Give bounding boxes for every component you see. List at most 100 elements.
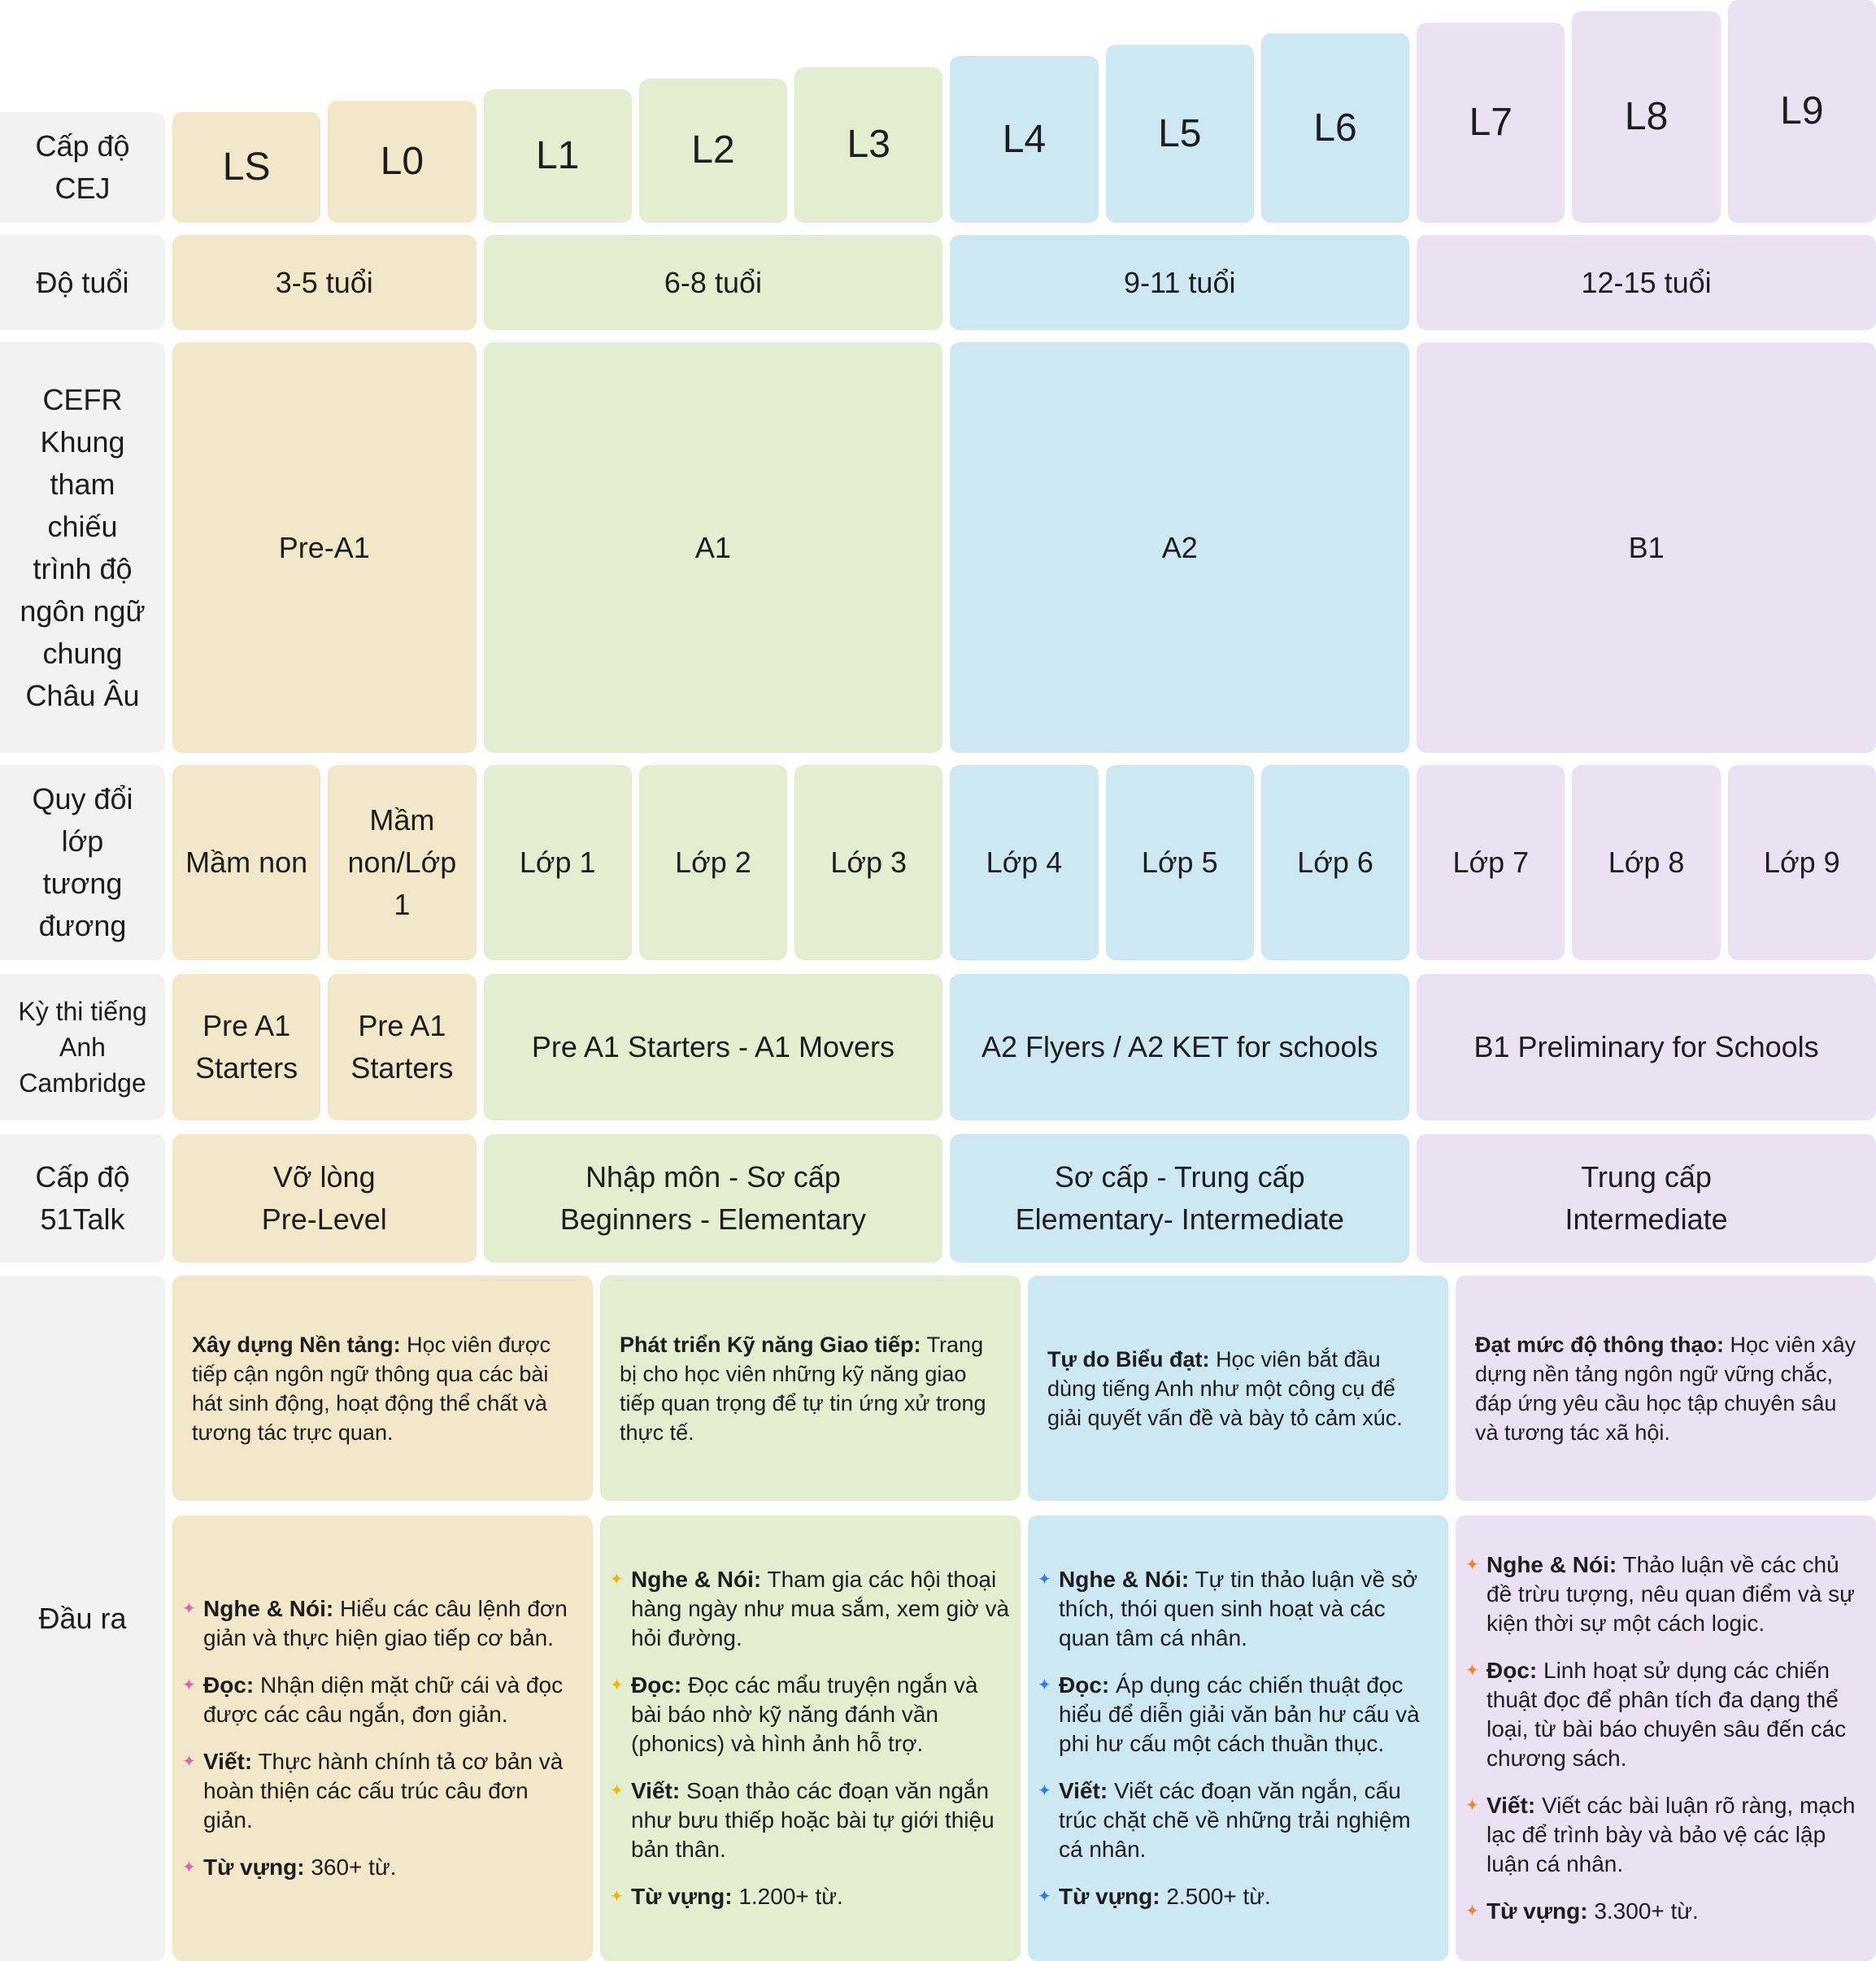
skill-name: Từ vựng: xyxy=(203,1854,305,1880)
skill-text: 2.500+ từ. xyxy=(1166,1884,1271,1909)
row-cell: B1 Preliminary for Schools xyxy=(1417,974,1876,1120)
skill-text: 360+ từ. xyxy=(311,1854,397,1880)
row-cefr: CEFR Khung tham chiếu trình độ ngôn ngữ … xyxy=(0,342,1876,753)
summary-body: Học viên xây dựng nền tảng ngôn ngữ vững… xyxy=(1475,1332,1856,1445)
skills-list: ✦ Nghe & Nói: Thảo luận về các chủ đề trừ… xyxy=(1462,1550,1866,1926)
summary-title: Tự do Biểu đạt: xyxy=(1047,1346,1210,1372)
row-cell: Mầm non/Lớp 1 xyxy=(328,765,477,960)
skill-name: Từ vựng: xyxy=(631,1884,733,1909)
skill-item: ✦ Từ vựng: 2.500+ từ. xyxy=(1034,1882,1439,1911)
sparkle-bullet-icon: ✦ xyxy=(1038,1571,1051,1589)
row-cell: Lớp 2 xyxy=(638,765,788,960)
sparkle-bullet-icon: ✦ xyxy=(1465,1797,1479,1815)
outcomes-row: Đầu ra Xây dựng Nền tảng: Học viên được t… xyxy=(0,1276,1876,1961)
row-talk: Cấp độ 51Talk Vỡ lòng Pre-Level Nhập môn -… xyxy=(0,1134,1876,1263)
summary-text: Tự do Biểu đạt: Học viên bắt đầu dùng ti… xyxy=(1047,1345,1429,1433)
skill-item: ✦ Nghe & Nói: Hiểu các câu lệnh đơn giản … xyxy=(179,1594,583,1653)
outcome-skills: ✦ Nghe & Nói: Hiểu các câu lệnh đơn giản … xyxy=(172,1515,593,1961)
skill-item: ✦ Đọc: Áp dụng các chiến thuật đọc hiểu đ… xyxy=(1034,1671,1439,1759)
skill-text: Tự tin thảo luận về sở thích, thói quen … xyxy=(1059,1567,1418,1650)
sparkle-bullet-icon: ✦ xyxy=(1465,1556,1479,1574)
row-cell: 3-5 tuổi xyxy=(172,235,477,330)
level-header-l2: L2 xyxy=(638,78,788,223)
skill-item: ✦ Từ vựng: 3.300+ từ. xyxy=(1462,1897,1866,1926)
level-header-l1: L1 xyxy=(483,89,632,223)
row-age: Độ tuổi 3-5 tuổi 6-8 tuổi 9-11 tuổi 12-15 tu… xyxy=(0,235,1876,330)
row-label: Cấp độ CEJ xyxy=(0,112,165,223)
skills-list: ✦ Nghe & Nói: Tự tin thảo luận về sở thíc… xyxy=(1034,1565,1439,1911)
row-cell: Lớp 8 xyxy=(1572,765,1721,960)
outcome-column-blue: Tự do Biểu đạt: Học viên bắt đầu dùng ti… xyxy=(1028,1276,1448,1961)
skill-name: Viết: xyxy=(203,1749,253,1774)
summary-text: Phát triển Kỹ năng Giao tiếp: Trang bị c… xyxy=(620,1330,1001,1447)
level-header-l4: L4 xyxy=(950,56,1099,223)
sparkle-bullet-icon: ✦ xyxy=(1038,1888,1051,1906)
row-cell: Lớp 1 xyxy=(483,765,632,960)
level-header-l0: L0 xyxy=(328,101,477,223)
summary-text: Xây dựng Nền tảng: Học viên được tiếp cậ… xyxy=(192,1330,573,1447)
summary-title: Xây dựng Nền tảng: xyxy=(192,1332,401,1357)
skill-name: Viết: xyxy=(1486,1793,1536,1818)
skill-item: ✦ Đọc: Linh hoạt sử dụng các chiến thuật … xyxy=(1462,1656,1866,1773)
skill-name: Viết: xyxy=(1059,1778,1108,1803)
sparkle-bullet-icon: ✦ xyxy=(1038,1782,1051,1800)
row-grade: Quy đổi lớp tương đương Mầm non Mầm non/Lớ… xyxy=(0,765,1876,960)
row-cell: Lớp 5 xyxy=(1105,765,1254,960)
header-row: Cấp độ CEJ LS L0 L1 L2 L3 L4 L5 L6 L7 L8 L9 xyxy=(0,0,1876,223)
skill-text: 1.200+ từ. xyxy=(738,1884,843,1909)
skill-item: ✦ Từ vựng: 1.200+ từ. xyxy=(607,1882,1011,1911)
skill-text: Nhận diện mặt chữ cái và đọc được các câ… xyxy=(203,1672,564,1727)
row-label: Quy đổi lớp tương đương xyxy=(0,765,165,960)
row-cell: Lớp 6 xyxy=(1260,765,1410,960)
skill-name: Từ vựng: xyxy=(1486,1898,1588,1924)
sparkle-bullet-icon: ✦ xyxy=(1465,1662,1479,1680)
row-label: Đầu ra xyxy=(0,1276,165,1961)
skill-item: ✦ Nghe & Nói: Tham gia các hội thoại hàng… xyxy=(607,1565,1011,1653)
skill-text: Thảo luận về các chủ đề trừu tượng, nêu … xyxy=(1486,1552,1855,1636)
row-label: Độ tuổi xyxy=(0,235,165,330)
sparkle-bullet-icon: ✦ xyxy=(1038,1676,1051,1694)
sparkle-bullet-icon: ✦ xyxy=(610,1782,624,1800)
skill-text: Thực hành chính tả cơ bản và hoàn thiện … xyxy=(203,1749,564,1833)
row-cell: A2 xyxy=(950,342,1410,753)
row-cell: 9-11 tuổi xyxy=(950,235,1410,330)
outcome-column-purple: Đạt mức độ thông thạo: Học viên xây dựng… xyxy=(1456,1276,1876,1961)
skills-list: ✦ Nghe & Nói: Tham gia các hội thoại hàng… xyxy=(607,1565,1011,1911)
outcome-column-green: Phát triển Kỹ năng Giao tiếp: Trang bị c… xyxy=(600,1276,1021,1961)
summary-body: Trang bị cho học viên những kỹ năng giao… xyxy=(620,1332,986,1445)
row-cell: Lớp 9 xyxy=(1727,765,1876,960)
outcome-column-beige: Xây dựng Nền tảng: Học viên được tiếp cậ… xyxy=(172,1276,593,1961)
skill-name: Đọc: xyxy=(1486,1658,1538,1683)
level-header-l3: L3 xyxy=(794,67,943,223)
row-cell: Pre A1 Starters xyxy=(172,974,321,1120)
row-cell: Pre-A1 xyxy=(172,342,477,753)
skill-item: ✦ Nghe & Nói: Thảo luận về các chủ đề trừ… xyxy=(1462,1550,1866,1638)
sparkle-bullet-icon: ✦ xyxy=(610,1571,624,1589)
skill-name: Đọc: xyxy=(631,1672,682,1698)
skill-name: Nghe & Nói: xyxy=(203,1596,334,1621)
skill-name: Nghe & Nói: xyxy=(631,1567,762,1592)
summary-body: Học viên bắt đầu dùng tiếng Anh như một … xyxy=(1047,1346,1403,1430)
row-cell: Mầm non xyxy=(172,765,321,960)
row-cell: Nhập môn - Sơ cấp Beginners - Elementary xyxy=(483,1134,943,1263)
skill-text: Viết các bài luận rõ ràng, mạch lạc để t… xyxy=(1486,1793,1856,1876)
level-header-ls: LS xyxy=(172,112,321,223)
skills-list: ✦ Nghe & Nói: Hiểu các câu lệnh đơn giản … xyxy=(179,1594,583,1882)
skill-item: ✦ Từ vựng: 360+ từ. xyxy=(179,1853,583,1882)
level-header-l9: L9 xyxy=(1727,0,1876,223)
skill-item: ✦ Nghe & Nói: Tự tin thảo luận về sở thíc… xyxy=(1034,1565,1439,1653)
sparkle-bullet-icon: ✦ xyxy=(182,1753,196,1771)
sparkle-bullet-icon: ✦ xyxy=(1465,1902,1479,1920)
row-cell: Vỡ lòng Pre-Level xyxy=(172,1134,477,1263)
skill-text: Hiểu các câu lệnh đơn giản và thực hiện … xyxy=(203,1596,568,1650)
outcome-summary: Phát triển Kỹ năng Giao tiếp: Trang bị c… xyxy=(600,1276,1021,1501)
skill-text: Soạn thảo các đoạn văn ngắn như bưu thiế… xyxy=(631,1778,995,1862)
row-label: CEFR Khung tham chiếu trình độ ngôn ngữ … xyxy=(0,342,165,753)
row-cell: Pre A1 Starters - A1 Movers xyxy=(483,974,943,1120)
level-header-l8: L8 xyxy=(1572,11,1721,223)
skill-item: ✦ Viết: Viết các đoạn văn ngắn, cấu trúc … xyxy=(1034,1776,1439,1864)
row-cell: A2 Flyers / A2 KET for schools xyxy=(950,974,1410,1120)
summary-title: Phát triển Kỹ năng Giao tiếp: xyxy=(620,1332,921,1357)
sparkle-bullet-icon: ✦ xyxy=(182,1600,196,1618)
sparkle-bullet-icon: ✦ xyxy=(182,1676,196,1694)
